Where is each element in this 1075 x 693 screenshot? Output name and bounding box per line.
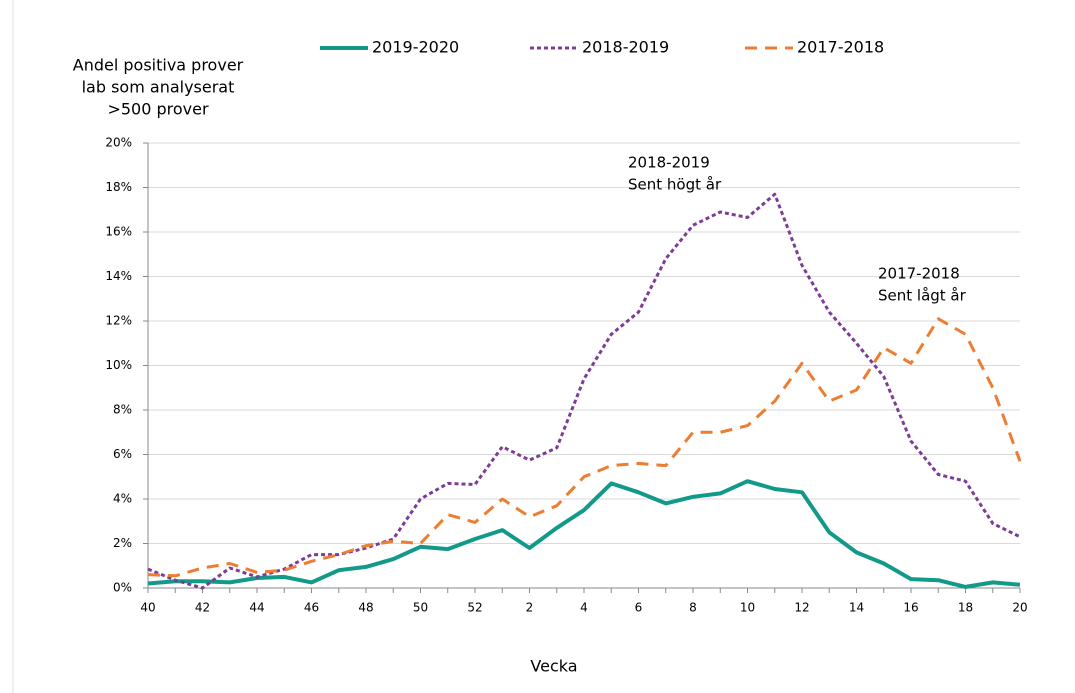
x-tick-label: 2 [526, 601, 534, 615]
x-tick-label: 50 [413, 601, 428, 615]
series-line [147, 479, 1021, 589]
x-tick-label: 52 [467, 601, 482, 615]
legend-label: 2018-2019 [582, 38, 669, 57]
y-tick-label: 6% [113, 447, 132, 461]
y-tick-label: 16% [105, 225, 132, 239]
series-line [147, 317, 1022, 578]
x-tick-label: 46 [304, 601, 319, 615]
x-tick-label: 20 [1012, 601, 1027, 615]
x-tick-label: 4 [580, 601, 588, 615]
y-axis-label: >500 prover [107, 100, 209, 119]
y-tick-label: 0% [113, 581, 132, 595]
y-tick-label: 12% [105, 314, 132, 328]
legend-label: 2017-2018 [797, 38, 884, 57]
x-tick-label: 8 [689, 601, 697, 615]
legend-label: 2019-2020 [372, 38, 459, 57]
x-tick-label: 10 [740, 601, 755, 615]
y-tick-label: 14% [105, 269, 132, 283]
y-tick-label: 10% [105, 358, 132, 372]
x-tick-label: 42 [195, 601, 210, 615]
x-axis-label: Vecka [530, 657, 577, 676]
x-tick-label: 16 [903, 601, 918, 615]
x-tick-label: 44 [249, 601, 264, 615]
x-tick-label: 48 [358, 601, 373, 615]
annotation: 2017-2018 [878, 265, 960, 283]
y-tick-label: 8% [113, 403, 132, 417]
y-axis-label: lab som analyserat [82, 78, 235, 97]
x-tick-label: 6 [635, 601, 643, 615]
y-tick-label: 20% [105, 136, 132, 150]
y-tick-label: 4% [113, 492, 132, 506]
x-tick-label: 14 [849, 601, 864, 615]
x-tick-label: 12 [794, 601, 809, 615]
x-tick-label: 40 [140, 601, 155, 615]
y-axis-label: Andel positiva prover [73, 56, 244, 75]
annotation: 2018-2019 [628, 154, 710, 172]
y-tick-label: 18% [105, 180, 132, 194]
annotation: Sent lågt år [878, 287, 967, 305]
y-tick-label: 2% [113, 536, 132, 550]
series-line [147, 192, 1021, 590]
x-tick-label: 18 [958, 601, 973, 615]
annotation: Sent högt år [628, 176, 722, 194]
